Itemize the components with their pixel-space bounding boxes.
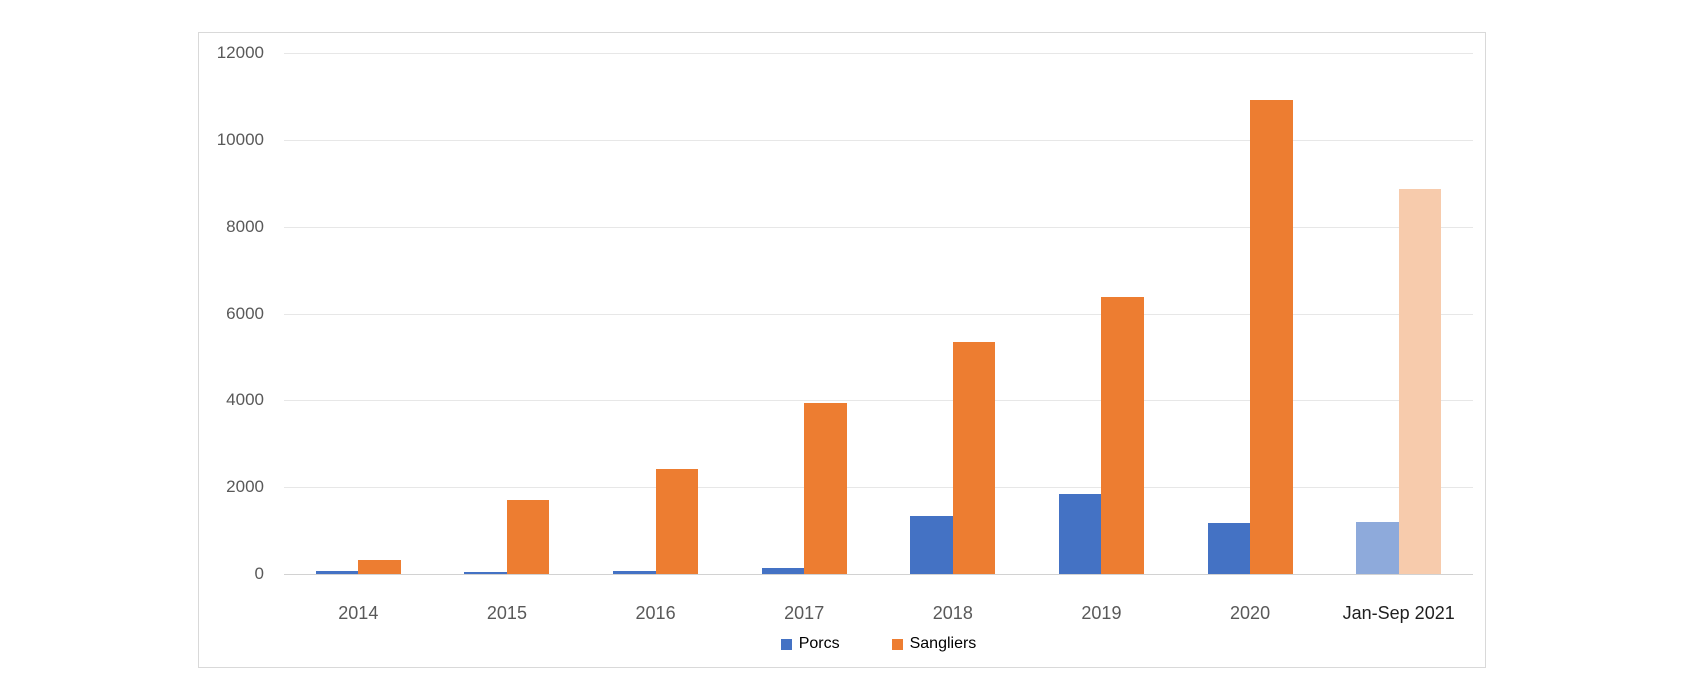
bar-porcs-2016 bbox=[613, 570, 656, 574]
bar-sangliers-2018 bbox=[952, 341, 996, 574]
bar-sangliers-2014 bbox=[358, 560, 401, 574]
x-tick-label-2016: 2016 bbox=[635, 603, 676, 623]
bar-porcs-2017 bbox=[761, 567, 805, 574]
legend-swatch-porcs bbox=[780, 638, 792, 650]
gridline-4000 bbox=[284, 400, 1473, 402]
legend: Porcs Sangliers bbox=[284, 635, 1473, 653]
bar-porcs-jan-sep-2021 bbox=[1356, 521, 1399, 574]
bar-porcs-2020 bbox=[1207, 522, 1251, 574]
bar-porcs-2015 bbox=[464, 571, 507, 574]
bar-porcs-2014 bbox=[315, 570, 359, 574]
y-tick-label-6000: 6000 bbox=[226, 303, 264, 323]
chart-card: 0 2000 4000 6000 8000 10000 12000 2014 2015 2016… bbox=[198, 32, 1486, 668]
x-tick-label-jan-sep-2021: Jan-Sep 2021 bbox=[1342, 603, 1455, 623]
legend-swatch-sangliers bbox=[891, 638, 903, 650]
bar-porcs-2018 bbox=[910, 515, 953, 574]
legend-label-sangliers: Sangliers bbox=[909, 635, 977, 652]
gridline-6000 bbox=[284, 313, 1473, 315]
gridline-8000 bbox=[284, 226, 1473, 228]
bar-sangliers-2020 bbox=[1250, 99, 1293, 574]
x-axis-line bbox=[284, 574, 1473, 575]
gridline-2000 bbox=[284, 487, 1473, 489]
y-tick-label-8000: 8000 bbox=[226, 216, 264, 236]
legend-item-sangliers: Sangliers bbox=[891, 635, 977, 653]
y-tick-label-4000: 4000 bbox=[226, 390, 264, 410]
bar-sangliers-2017 bbox=[804, 402, 847, 574]
x-tick-label-2018: 2018 bbox=[932, 603, 973, 623]
bar-porcs-2019 bbox=[1058, 493, 1102, 574]
x-tick-label-2020: 2020 bbox=[1230, 603, 1271, 623]
bar-sangliers-jan-sep-2021 bbox=[1398, 188, 1442, 574]
y-tick-label-0: 0 bbox=[254, 564, 264, 583]
y-tick-label-12000: 12000 bbox=[216, 43, 264, 62]
legend-label-porcs: Porcs bbox=[798, 635, 840, 652]
x-tick-label-2019: 2019 bbox=[1081, 603, 1122, 623]
bar-sangliers-2016 bbox=[655, 469, 699, 574]
y-tick-label-10000: 10000 bbox=[216, 129, 264, 149]
x-tick-label-2017: 2017 bbox=[784, 603, 825, 623]
gridline-10000 bbox=[284, 139, 1473, 141]
x-tick-label-2015: 2015 bbox=[486, 603, 527, 623]
x-tick-label-2014: 2014 bbox=[338, 603, 379, 623]
bar-sangliers-2019 bbox=[1101, 297, 1144, 574]
y-tick-label-2000: 2000 bbox=[226, 477, 264, 497]
gridline-12000 bbox=[284, 53, 1473, 54]
plot-area bbox=[284, 53, 1473, 575]
bar-sangliers-2015 bbox=[506, 500, 550, 574]
legend-item-porcs: Porcs bbox=[780, 635, 840, 653]
